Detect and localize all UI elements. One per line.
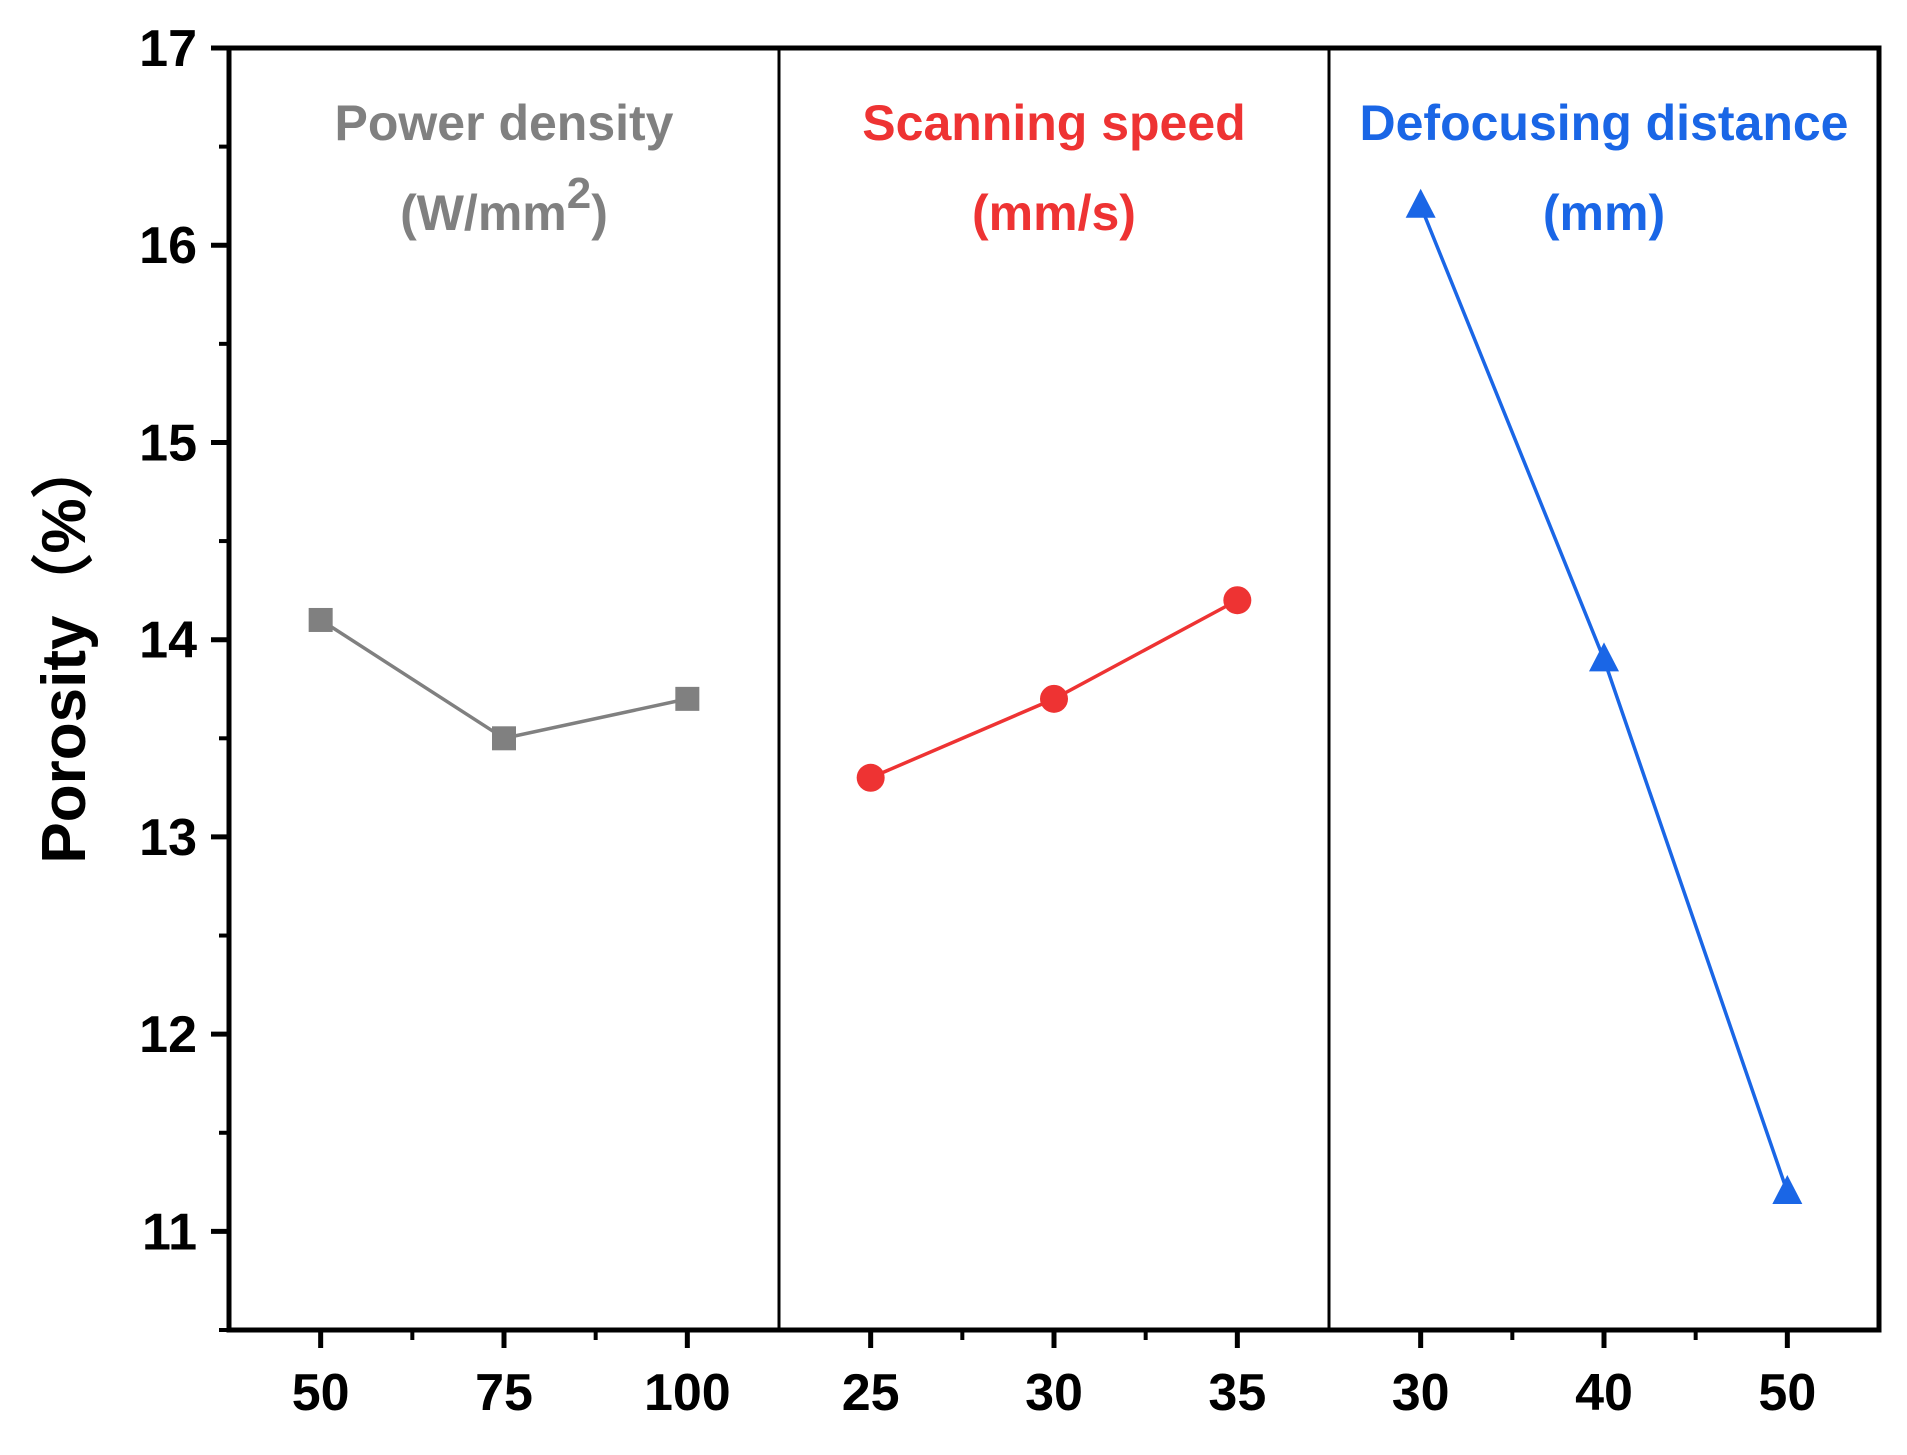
y-tick-label: 11 — [142, 1203, 197, 1261]
panels: Power density (W/mm2) Scanning speed (mm/s)… — [308, 48, 1849, 1330]
x-tick-label: 40 — [1575, 1364, 1633, 1422]
x-tick-label: 30 — [1392, 1364, 1450, 1422]
y-axis: 11 12 13 14 15 16 17 — [139, 20, 229, 1332]
data-point-square — [675, 686, 700, 711]
panel-title-line1: Power density — [335, 95, 674, 151]
x-tick-label: 35 — [1208, 1364, 1266, 1422]
panel-title-unit: (mm/s) — [972, 185, 1136, 241]
x-tick-label: 30 — [1025, 1364, 1083, 1422]
data-point-circle — [1040, 684, 1068, 713]
panel-title-unit: (W/mm — [400, 185, 567, 241]
y-tick-label: 14 — [139, 612, 197, 670]
series-line — [1419, 205, 1789, 1193]
data-point-triangle — [1772, 1174, 1803, 1204]
data-point-square — [492, 726, 516, 751]
x-tick-label: 25 — [842, 1364, 900, 1422]
x-tick-label: 75 — [475, 1364, 533, 1422]
panel-title-line2: (mm) — [1543, 185, 1665, 241]
y-tick-label: 12 — [139, 1006, 197, 1064]
panel-title-unit-close: ) — [591, 185, 608, 241]
data-point-triangle — [1405, 188, 1436, 218]
x-tick-label: 100 — [644, 1364, 731, 1422]
panel-title-unit: (mm) — [1543, 185, 1665, 241]
data-point-triangle — [1589, 642, 1619, 672]
y-tick-label: 17 — [139, 20, 197, 78]
y-tick-label: 16 — [139, 217, 197, 275]
y-tick-label: 13 — [139, 809, 197, 867]
x-tick-label: 50 — [292, 1364, 350, 1422]
data-point-circle — [1223, 586, 1252, 615]
panel-title-line2: (mm/s) — [972, 185, 1136, 241]
data-point-square — [308, 607, 333, 632]
panel-title-superscript: 2 — [567, 169, 591, 218]
y-tick-label: 15 — [139, 414, 197, 472]
panel-title-line1: Scanning speed — [862, 95, 1245, 151]
panel-title-line1: Defocusing distance — [1360, 95, 1849, 151]
x-tick-label: 50 — [1758, 1364, 1816, 1422]
series-line — [319, 618, 688, 741]
data-point-circle — [856, 763, 885, 792]
y-axis-title: Porosity（%） — [29, 436, 99, 863]
panel-title-line2: (W/mm2) — [400, 169, 608, 241]
x-axis: 50 75 100 25 30 35 30 40 50 — [292, 1330, 1816, 1422]
